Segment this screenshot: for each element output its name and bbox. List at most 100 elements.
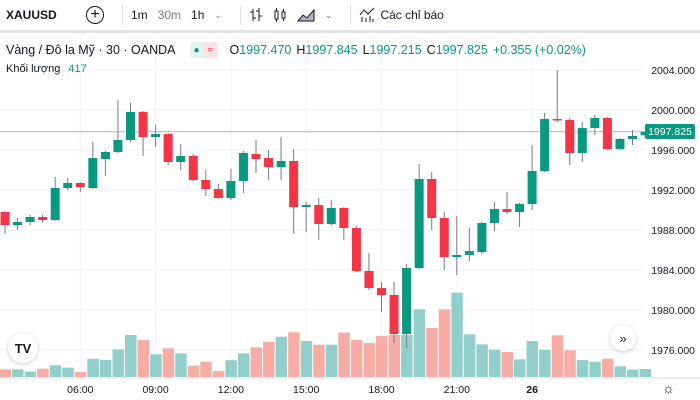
divider bbox=[350, 5, 352, 25]
settings-gear-icon[interactable]: ☼ bbox=[662, 380, 675, 396]
candle-body bbox=[126, 112, 135, 140]
candle-body bbox=[100, 152, 110, 159]
candle-body bbox=[389, 295, 399, 334]
volume-bar bbox=[363, 342, 375, 377]
candle-body bbox=[289, 161, 299, 207]
indicators-button[interactable]: Các chỉ báo bbox=[359, 7, 444, 23]
indicators-label: Các chỉ báo bbox=[380, 8, 444, 22]
volume-bar bbox=[49, 365, 62, 377]
candle-body bbox=[377, 288, 386, 295]
candle-body bbox=[176, 156, 186, 162]
volume-bar bbox=[564, 350, 576, 377]
market-open-dot-icon: ● bbox=[189, 42, 204, 58]
market-status-badge[interactable]: ● ≈ bbox=[189, 42, 218, 58]
candle-body bbox=[138, 112, 148, 137]
candle-body bbox=[213, 189, 223, 198]
volume-bar bbox=[250, 347, 262, 377]
volume-bar bbox=[451, 292, 463, 377]
price-tick-label: 1992.000 bbox=[651, 185, 695, 197]
candle-body bbox=[427, 179, 437, 218]
volume-bar bbox=[350, 339, 363, 377]
time-tick-label: 09:00 bbox=[142, 384, 168, 396]
volume-bar bbox=[627, 369, 639, 377]
change-value: +0.355 (+0.02%) bbox=[492, 43, 586, 57]
candle-body bbox=[63, 183, 73, 188]
volume-label: Khối lượng bbox=[6, 63, 61, 75]
divider bbox=[239, 5, 241, 25]
chevron-down-icon[interactable]: ⌄ bbox=[324, 9, 333, 20]
candle-body bbox=[201, 180, 211, 189]
volume-bar bbox=[576, 359, 589, 377]
volume-bar bbox=[62, 367, 74, 377]
plus-circle-icon[interactable]: + bbox=[86, 6, 104, 24]
chevron-down-icon[interactable]: ⌄ bbox=[214, 9, 222, 20]
candle-body bbox=[264, 158, 274, 167]
candle-body bbox=[414, 179, 424, 268]
volume-bar bbox=[551, 335, 564, 377]
candle-body bbox=[552, 119, 562, 121]
interval-1m[interactable]: 1m bbox=[131, 8, 148, 22]
volume-bar bbox=[514, 359, 526, 377]
candle-body bbox=[238, 153, 248, 181]
open-label: O bbox=[229, 43, 240, 57]
tradingview-logo[interactable]: TV bbox=[8, 333, 38, 363]
area-chart-icon[interactable] bbox=[296, 8, 315, 22]
candle-body bbox=[502, 209, 512, 212]
volume-bar bbox=[426, 327, 438, 377]
volume-bar bbox=[37, 368, 49, 377]
close-label: C bbox=[426, 43, 436, 57]
candle-body bbox=[628, 136, 637, 139]
candle-body bbox=[0, 212, 10, 225]
volume-value: 417 bbox=[68, 63, 87, 75]
volume-bar bbox=[589, 361, 601, 377]
chart-legend: Vàng / Đô la Mỹ · 30 · OANDA ● ≈ O 1997.4… bbox=[6, 42, 586, 58]
candle-body bbox=[402, 268, 412, 334]
volume-bar bbox=[601, 358, 614, 377]
volume-bar bbox=[187, 365, 200, 377]
candle-body bbox=[565, 120, 575, 153]
candle-body bbox=[527, 171, 537, 204]
volume-bar bbox=[463, 334, 476, 377]
volume-bar bbox=[112, 349, 124, 377]
candle-body bbox=[515, 204, 525, 212]
volume-bar bbox=[614, 366, 626, 377]
candle-body bbox=[151, 134, 161, 137]
candle-body bbox=[50, 188, 60, 220]
low-label: L bbox=[362, 43, 370, 57]
volume-bar bbox=[401, 334, 413, 377]
candle-body bbox=[540, 119, 550, 171]
price-tick-label: 1984.000 bbox=[651, 265, 695, 277]
candle-body bbox=[251, 154, 261, 159]
candle-body bbox=[464, 251, 474, 255]
symbol-title: Vàng / Đô la Mỹ · 30 · OANDA bbox=[6, 43, 176, 57]
price-tick-label: 2004.000 bbox=[651, 65, 695, 77]
interval-1h[interactable]: 1h bbox=[191, 8, 205, 22]
candle-body bbox=[364, 271, 374, 288]
candle-body bbox=[577, 128, 587, 153]
candle-body bbox=[477, 223, 487, 252]
indicators-icon bbox=[360, 7, 375, 22]
open-value: 1997.470 bbox=[239, 43, 292, 57]
volume-legend: Khối lượng 417 bbox=[6, 63, 87, 75]
volume-bar bbox=[288, 332, 300, 377]
high-label: H bbox=[296, 43, 306, 57]
volume-bar bbox=[162, 348, 175, 377]
volume-bar bbox=[175, 353, 187, 377]
volume-bar bbox=[300, 341, 313, 377]
scroll-to-realtime-button[interactable]: » bbox=[610, 325, 636, 351]
interval-30m[interactable]: 30m bbox=[157, 8, 182, 22]
price-tick-label: 1980.000 bbox=[651, 305, 695, 317]
time-tick-label: 21:00 bbox=[444, 384, 470, 396]
candle-body bbox=[301, 205, 311, 207]
candle-body bbox=[38, 217, 48, 220]
volume-bar bbox=[438, 309, 451, 377]
candle-body bbox=[75, 183, 85, 187]
top-toolbar: XAUUSD + 1m 30m 1h ⌄ ⌄ Các chỉ báo bbox=[0, 0, 700, 33]
symbol-search[interactable]: XAUUSD bbox=[6, 8, 57, 22]
candle-body bbox=[163, 134, 173, 162]
bar-chart-icon[interactable] bbox=[249, 7, 263, 23]
volume-bar bbox=[325, 344, 338, 377]
volume-bar bbox=[476, 344, 488, 377]
candles-icon[interactable] bbox=[273, 7, 287, 23]
